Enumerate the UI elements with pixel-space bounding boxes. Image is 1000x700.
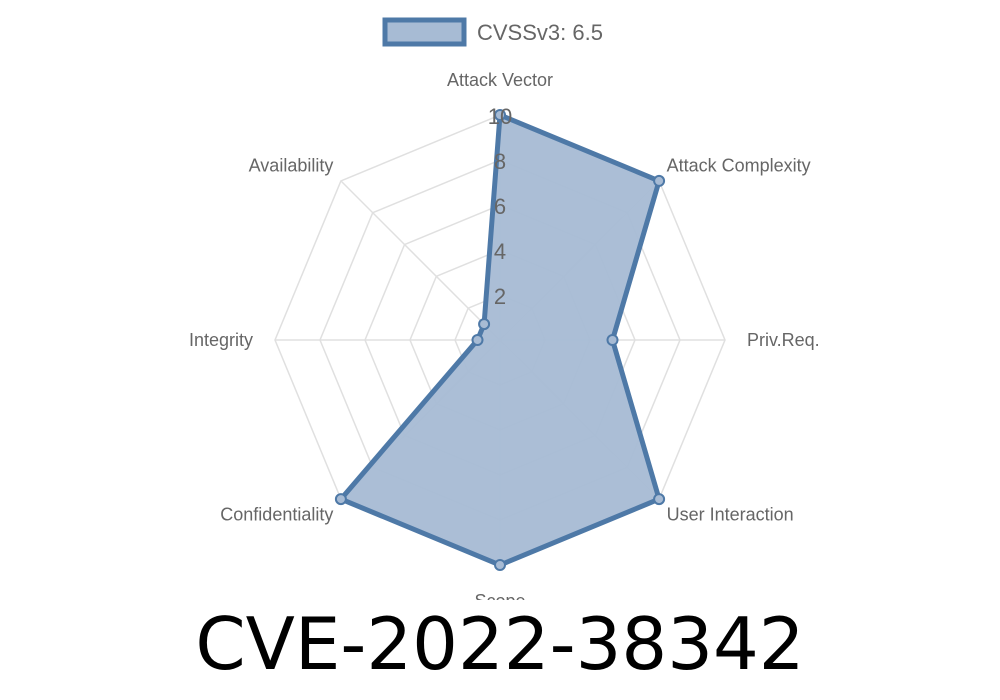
data-point <box>606 334 619 346</box>
axis-label: User Interaction <box>667 505 794 525</box>
data-point <box>471 334 484 346</box>
axis-label: Attack Complexity <box>667 155 811 175</box>
data-point <box>494 109 506 121</box>
tick-label: 4 <box>494 239 506 264</box>
data-point <box>478 318 491 331</box>
data-point <box>653 493 666 506</box>
legend-label: CVSSv3: 6.5 <box>477 20 603 45</box>
axis-label: Attack Vector <box>447 70 553 90</box>
radar-chart: 2 4 6 8 10 Attack Vector Attack Complexity Priv… <box>189 17 820 600</box>
axis-label: Priv.Req. <box>747 330 820 350</box>
data-point <box>334 493 347 506</box>
chart-title: CVE-2022-38342 <box>195 602 805 686</box>
legend-swatch <box>382 17 467 47</box>
data-point <box>494 559 506 571</box>
tick-label: 2 <box>494 284 506 309</box>
tick-label: 8 <box>494 149 506 174</box>
grid-spoke <box>340 180 501 341</box>
tick-label: 10 <box>488 104 512 129</box>
axis-label: Scope <box>474 591 525 600</box>
data-point <box>653 174 666 187</box>
axis-label: Confidentiality <box>220 505 333 525</box>
tick-label: 6 <box>494 194 506 219</box>
axis-label: Availability <box>249 155 334 175</box>
axis-label: Integrity <box>189 330 253 350</box>
